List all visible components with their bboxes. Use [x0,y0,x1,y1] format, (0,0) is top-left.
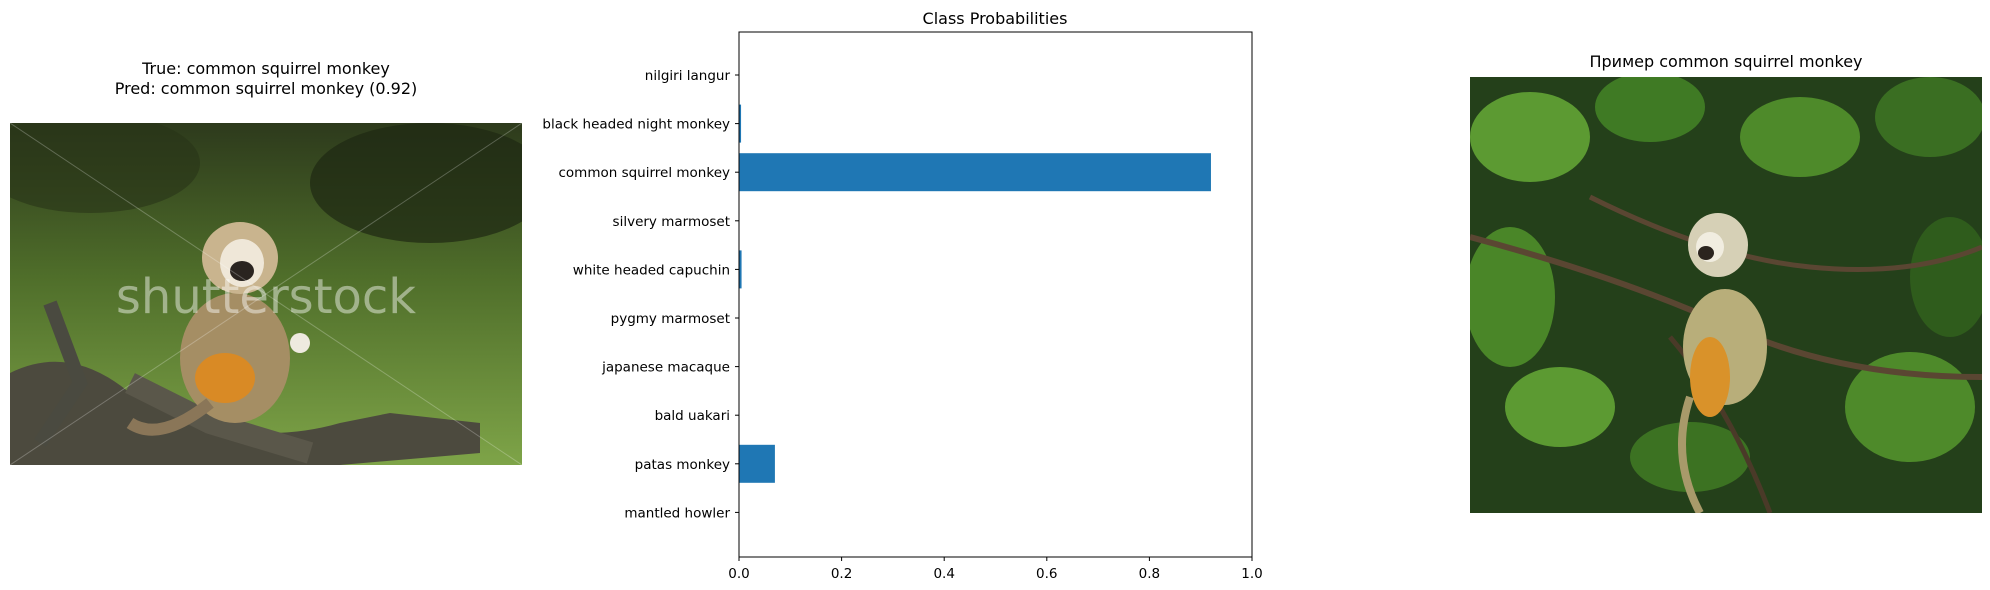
bar-black-headed-night-monkey [739,104,742,143]
x-tick-label: 1.0 [1241,566,1262,582]
y-tick-label: patas monkey [635,457,730,473]
bar-white-headed-capuchin [739,250,742,289]
y-tick-label: silvery marmoset [613,214,730,230]
chart-title: Class Probabilities [923,9,1068,28]
y-tick-label: nilgiri langur [645,68,731,84]
query-image: shutterstock [10,123,522,465]
bar-patas-monkey [739,444,775,483]
left-panel-title: True: common squirrel monkey Pred: commo… [10,59,522,99]
y-tick-label: common squirrel monkey [558,165,730,181]
x-tick-label: 0.4 [933,566,954,582]
pred-label: Pred: common squirrel monkey (0.92) [114,79,418,98]
example-image [1470,77,1982,513]
chart-x-ticks: 0.0 0.2 0.4 0.6 0.8 1.0 [728,557,1263,582]
x-tick-label: 0.2 [831,566,852,582]
true-label: True: common squirrel monkey [142,59,390,78]
example-label: Пример common squirrel monkey [1589,52,1863,71]
y-tick-label: pygmy marmoset [611,311,730,327]
chart-bars [739,104,1211,483]
watermark-text: shutterstock [116,269,416,325]
chart-y-ticks: mantled howler patas monkey bald uakari jap… [542,68,739,521]
example-photo-drawing [1470,77,1982,513]
x-tick-label: 0.0 [728,566,749,582]
y-tick-label: bald uakari [655,408,730,424]
x-tick-label: 0.6 [1036,566,1057,582]
y-tick-label: black headed night monkey [542,117,730,133]
y-tick-label: mantled howler [624,505,730,521]
right-panel-title: Пример common squirrel monkey [1470,52,1982,72]
chart-axes-frame [738,31,1253,558]
y-tick-label: white headed capuchin [573,262,730,278]
y-tick-label: japanese macaque [601,360,730,376]
x-tick-label: 0.8 [1139,566,1160,582]
query-photo-drawing: shutterstock [10,123,522,465]
bar-common-squirrel-monkey [739,153,1211,192]
